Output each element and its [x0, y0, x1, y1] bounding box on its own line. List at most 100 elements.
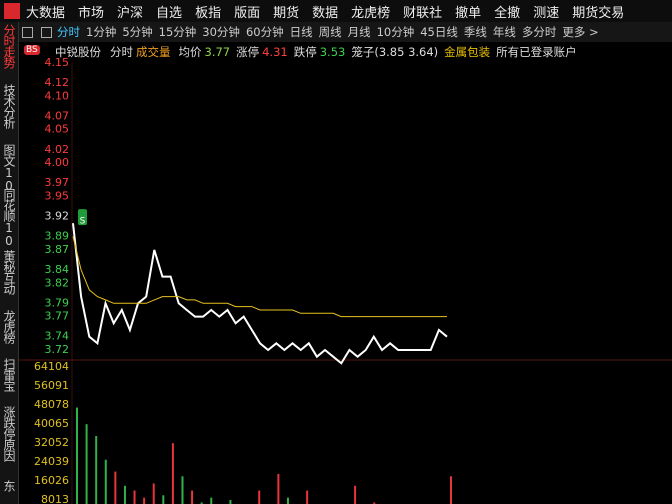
- menu-item[interactable]: 板指: [195, 5, 222, 21]
- side-tab[interactable]: 东: [2, 480, 16, 491]
- menu-item[interactable]: 期货: [273, 5, 300, 21]
- volume-bar: [85, 424, 88, 504]
- cage: 笼子(3.85 3.64): [351, 45, 439, 59]
- period-tab[interactable]: 1分钟: [86, 25, 117, 39]
- y-tick-label: 4.15: [45, 56, 70, 69]
- indicator[interactable]: 成交量: [136, 45, 171, 59]
- menu-item[interactable]: 自选: [156, 5, 183, 21]
- volume-tick-label: 56091: [34, 379, 69, 392]
- y-tick-label: 4.02: [45, 143, 70, 156]
- menu-item[interactable]: 财联社: [403, 5, 443, 21]
- period-tab[interactable]: 30分钟: [202, 25, 240, 39]
- mode: 分时: [110, 45, 133, 59]
- volume-tick-label: 32052: [34, 436, 69, 449]
- period-tabs: 分时 1分钟 5分钟 15分钟 30分钟 60分钟 日线 周线 月线 10分钟 45日线 季线 年线 多分…: [19, 22, 672, 42]
- menu-item[interactable]: 沪深: [117, 5, 144, 21]
- volume-bar: [450, 476, 452, 504]
- period-tab[interactable]: 60分钟: [245, 25, 284, 39]
- volume-bar: [76, 407, 78, 504]
- volume-bar: [306, 490, 309, 504]
- side-tab[interactable]: 图文10: [2, 144, 16, 192]
- period-tab[interactable]: 季线: [463, 25, 487, 39]
- side-tab[interactable]: 技术分析: [2, 84, 16, 128]
- side-tab[interactable]: 分时走势: [2, 24, 16, 68]
- volume-bar: [95, 436, 98, 504]
- menu-item[interactable]: 版面: [234, 5, 261, 21]
- period-tab[interactable]: 分时: [57, 25, 80, 39]
- y-tick-label: 3.84: [45, 263, 70, 276]
- period-tab[interactable]: 周线: [318, 25, 342, 39]
- volume-bar: [354, 485, 357, 504]
- y-tick-label: 3.89: [45, 230, 70, 243]
- period-tab[interactable]: 15分钟: [158, 25, 197, 39]
- volume-bar: [181, 476, 184, 504]
- info-bar: 中锐股份 分时 成交量 均价 3.77 涨停 4.31 跌停 3.53 笼子(3…: [19, 42, 672, 62]
- sidebar: 分时走势技术分析图文10 同花顺10 董秘互动龙虎榜扫雷宝涨跌停原因东: [0, 22, 19, 504]
- y-tick-label: 4.12: [45, 76, 70, 89]
- volume-bar: [229, 500, 232, 504]
- menu-item[interactable]: 大数据: [26, 5, 66, 21]
- volume-tick-label: 24039: [34, 455, 69, 468]
- volume-tick-label: 48078: [34, 398, 69, 411]
- side-tab[interactable]: 涨跌停原因: [2, 406, 16, 461]
- period-tab[interactable]: 日线: [289, 25, 313, 39]
- signal-label: S: [80, 217, 86, 227]
- value: 3.77: [204, 45, 231, 59]
- account: 所有已登录账户: [496, 45, 577, 59]
- logo: [4, 3, 20, 19]
- period-tab[interactable]: 45日线: [420, 25, 458, 39]
- side-tab[interactable]: 同花顺10: [2, 188, 16, 247]
- volume-bar: [114, 471, 117, 504]
- period-tab[interactable]: 多分时: [521, 25, 557, 39]
- value: 3.53: [319, 45, 346, 59]
- volume-bar: [373, 502, 376, 504]
- y-tick-label: 4.05: [45, 123, 70, 136]
- volume-bar: [143, 497, 146, 504]
- y-tick-label: 3.74: [45, 330, 70, 343]
- menu-item[interactable]: 撤单: [455, 5, 482, 21]
- volume-tick-label: 64104: [34, 360, 69, 373]
- price-line: [72, 236, 447, 318]
- side-tab[interactable]: 董秘互动: [2, 250, 16, 294]
- y-tick-label: 3.72: [45, 343, 70, 356]
- period-tab[interactable]: 更多 >: [562, 25, 599, 39]
- y-tick-label: 3.95: [45, 189, 70, 202]
- y-tick-label: 4.10: [45, 89, 70, 102]
- menu-item[interactable]: 期货交易: [572, 5, 625, 21]
- menu-item[interactable]: 数据: [312, 5, 339, 21]
- menu-item[interactable]: 市场: [78, 5, 105, 21]
- y-tick-label: 3.87: [45, 243, 70, 256]
- label: 涨停: [236, 45, 260, 59]
- label: 跌停: [293, 45, 317, 59]
- volume-bar: [104, 459, 107, 504]
- period-tab[interactable]: 月线: [347, 25, 371, 39]
- volume-bar: [277, 473, 280, 504]
- value: 4.31: [262, 45, 288, 59]
- menu-item[interactable]: 全撤: [494, 5, 521, 21]
- volume-bar: [123, 485, 126, 504]
- side-tab[interactable]: 龙虎榜: [2, 310, 16, 343]
- y-tick-label: 4.00: [45, 156, 70, 169]
- side-tab[interactable]: 扫雷宝: [2, 358, 16, 391]
- stock-name: 中锐股份: [55, 45, 101, 59]
- period-tab[interactable]: 10分钟: [376, 25, 415, 39]
- volume-bar: [152, 483, 155, 504]
- y-tick-label: 3.77: [45, 310, 70, 323]
- signal-badge: [78, 209, 87, 226]
- period-tab[interactable]: 年线: [492, 25, 516, 39]
- price-line: [72, 223, 448, 365]
- y-tick-label: 3.79: [45, 296, 70, 309]
- y-tick-label: 4.07: [45, 109, 70, 122]
- label: 均价: [178, 45, 202, 59]
- bs-badge: BS: [24, 45, 40, 55]
- menu-item[interactable]: 龙虎榜: [351, 5, 391, 21]
- menu-item[interactable]: 测速: [533, 5, 560, 21]
- volume-bar: [210, 497, 213, 504]
- period-tab[interactable]: 5分钟: [122, 25, 153, 39]
- sector[interactable]: 金属包装: [444, 45, 491, 59]
- y-tick-label: 3.97: [45, 176, 70, 189]
- volume-tick-label: 40065: [34, 417, 69, 430]
- y-tick-label: 3.92: [45, 210, 70, 223]
